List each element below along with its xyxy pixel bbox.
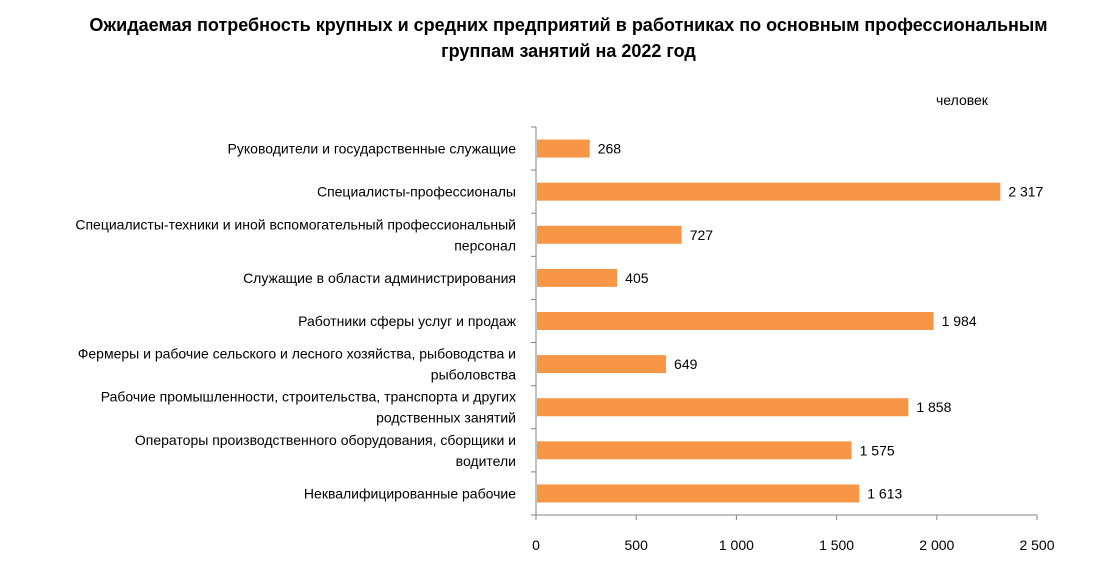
category-label-line: Руководители и государственные служащие [228,141,517,157]
bar [537,268,618,287]
category-label: Операторы производственного оборудования… [135,432,516,469]
data-label: 1 858 [916,399,951,415]
bar [537,398,909,417]
data-label: 649 [674,356,698,372]
data-label: 1 613 [867,485,902,501]
category-label-line: Специалисты-техники и иной вспомогательн… [75,216,516,232]
bar [537,355,667,374]
bar [537,139,590,158]
unit-label: человек [936,92,988,108]
category-label-line: Служащие в области администрирования [243,270,516,286]
data-label: 268 [598,141,622,157]
x-tick-label: 0 [532,537,540,553]
category-label: Неквалифицированные рабочие [304,485,516,501]
category-label: Фермеры и рабочие сельского и лесного хо… [78,346,516,383]
category-label: Работники сферы услуг и продаж [298,313,517,329]
category-label-line: Неквалифицированные рабочие [304,485,516,501]
category-label-line: Операторы производственного оборудования… [135,432,516,448]
bar [537,182,1001,201]
x-tick-label: 1 000 [719,537,754,553]
data-label: 727 [690,227,714,243]
category-label: Рабочие промышленности, строительства, т… [101,389,516,426]
category-label-line: Специалисты-профессионалы [317,184,516,200]
category-label-line: Работники сферы услуг и продаж [298,313,517,329]
data-label: 405 [625,270,649,286]
bar [537,441,852,460]
category-label-line: родственных занятий [376,410,516,426]
bar [537,312,934,330]
bar [537,484,860,503]
chart-title: Ожидаемая потребность крупных и средних … [40,12,1097,64]
category-label: Руководители и государственные служащие [228,141,517,157]
bar [537,225,682,244]
category-label-line: Рабочие промышленности, строительства, т… [101,389,516,405]
category-label: Специалисты-техники и иной вспомогательн… [75,216,516,253]
category-label-line: водители [456,453,516,469]
category-label-line: персонал [454,237,516,253]
x-tick-label: 500 [625,537,649,553]
data-label: 2 317 [1008,184,1043,200]
data-label: 1 984 [942,313,977,329]
category-label-line: рыболовства [431,367,516,383]
x-tick-label: 2 500 [1019,537,1054,553]
chart-title-line-1: Ожидаемая потребность крупных и средних … [89,15,1048,35]
category-label: Служащие в области администрирования [243,270,516,286]
x-tick-label: 2 000 [919,537,954,553]
data-label: 1 575 [860,442,895,458]
chart-title-line-2: группам занятий на 2022 год [441,41,696,61]
category-label-line: Фермеры и рабочие сельского и лесного хо… [78,346,516,362]
x-tick-label: 1 500 [819,537,854,553]
category-label: Специалисты-профессионалы [317,184,516,200]
